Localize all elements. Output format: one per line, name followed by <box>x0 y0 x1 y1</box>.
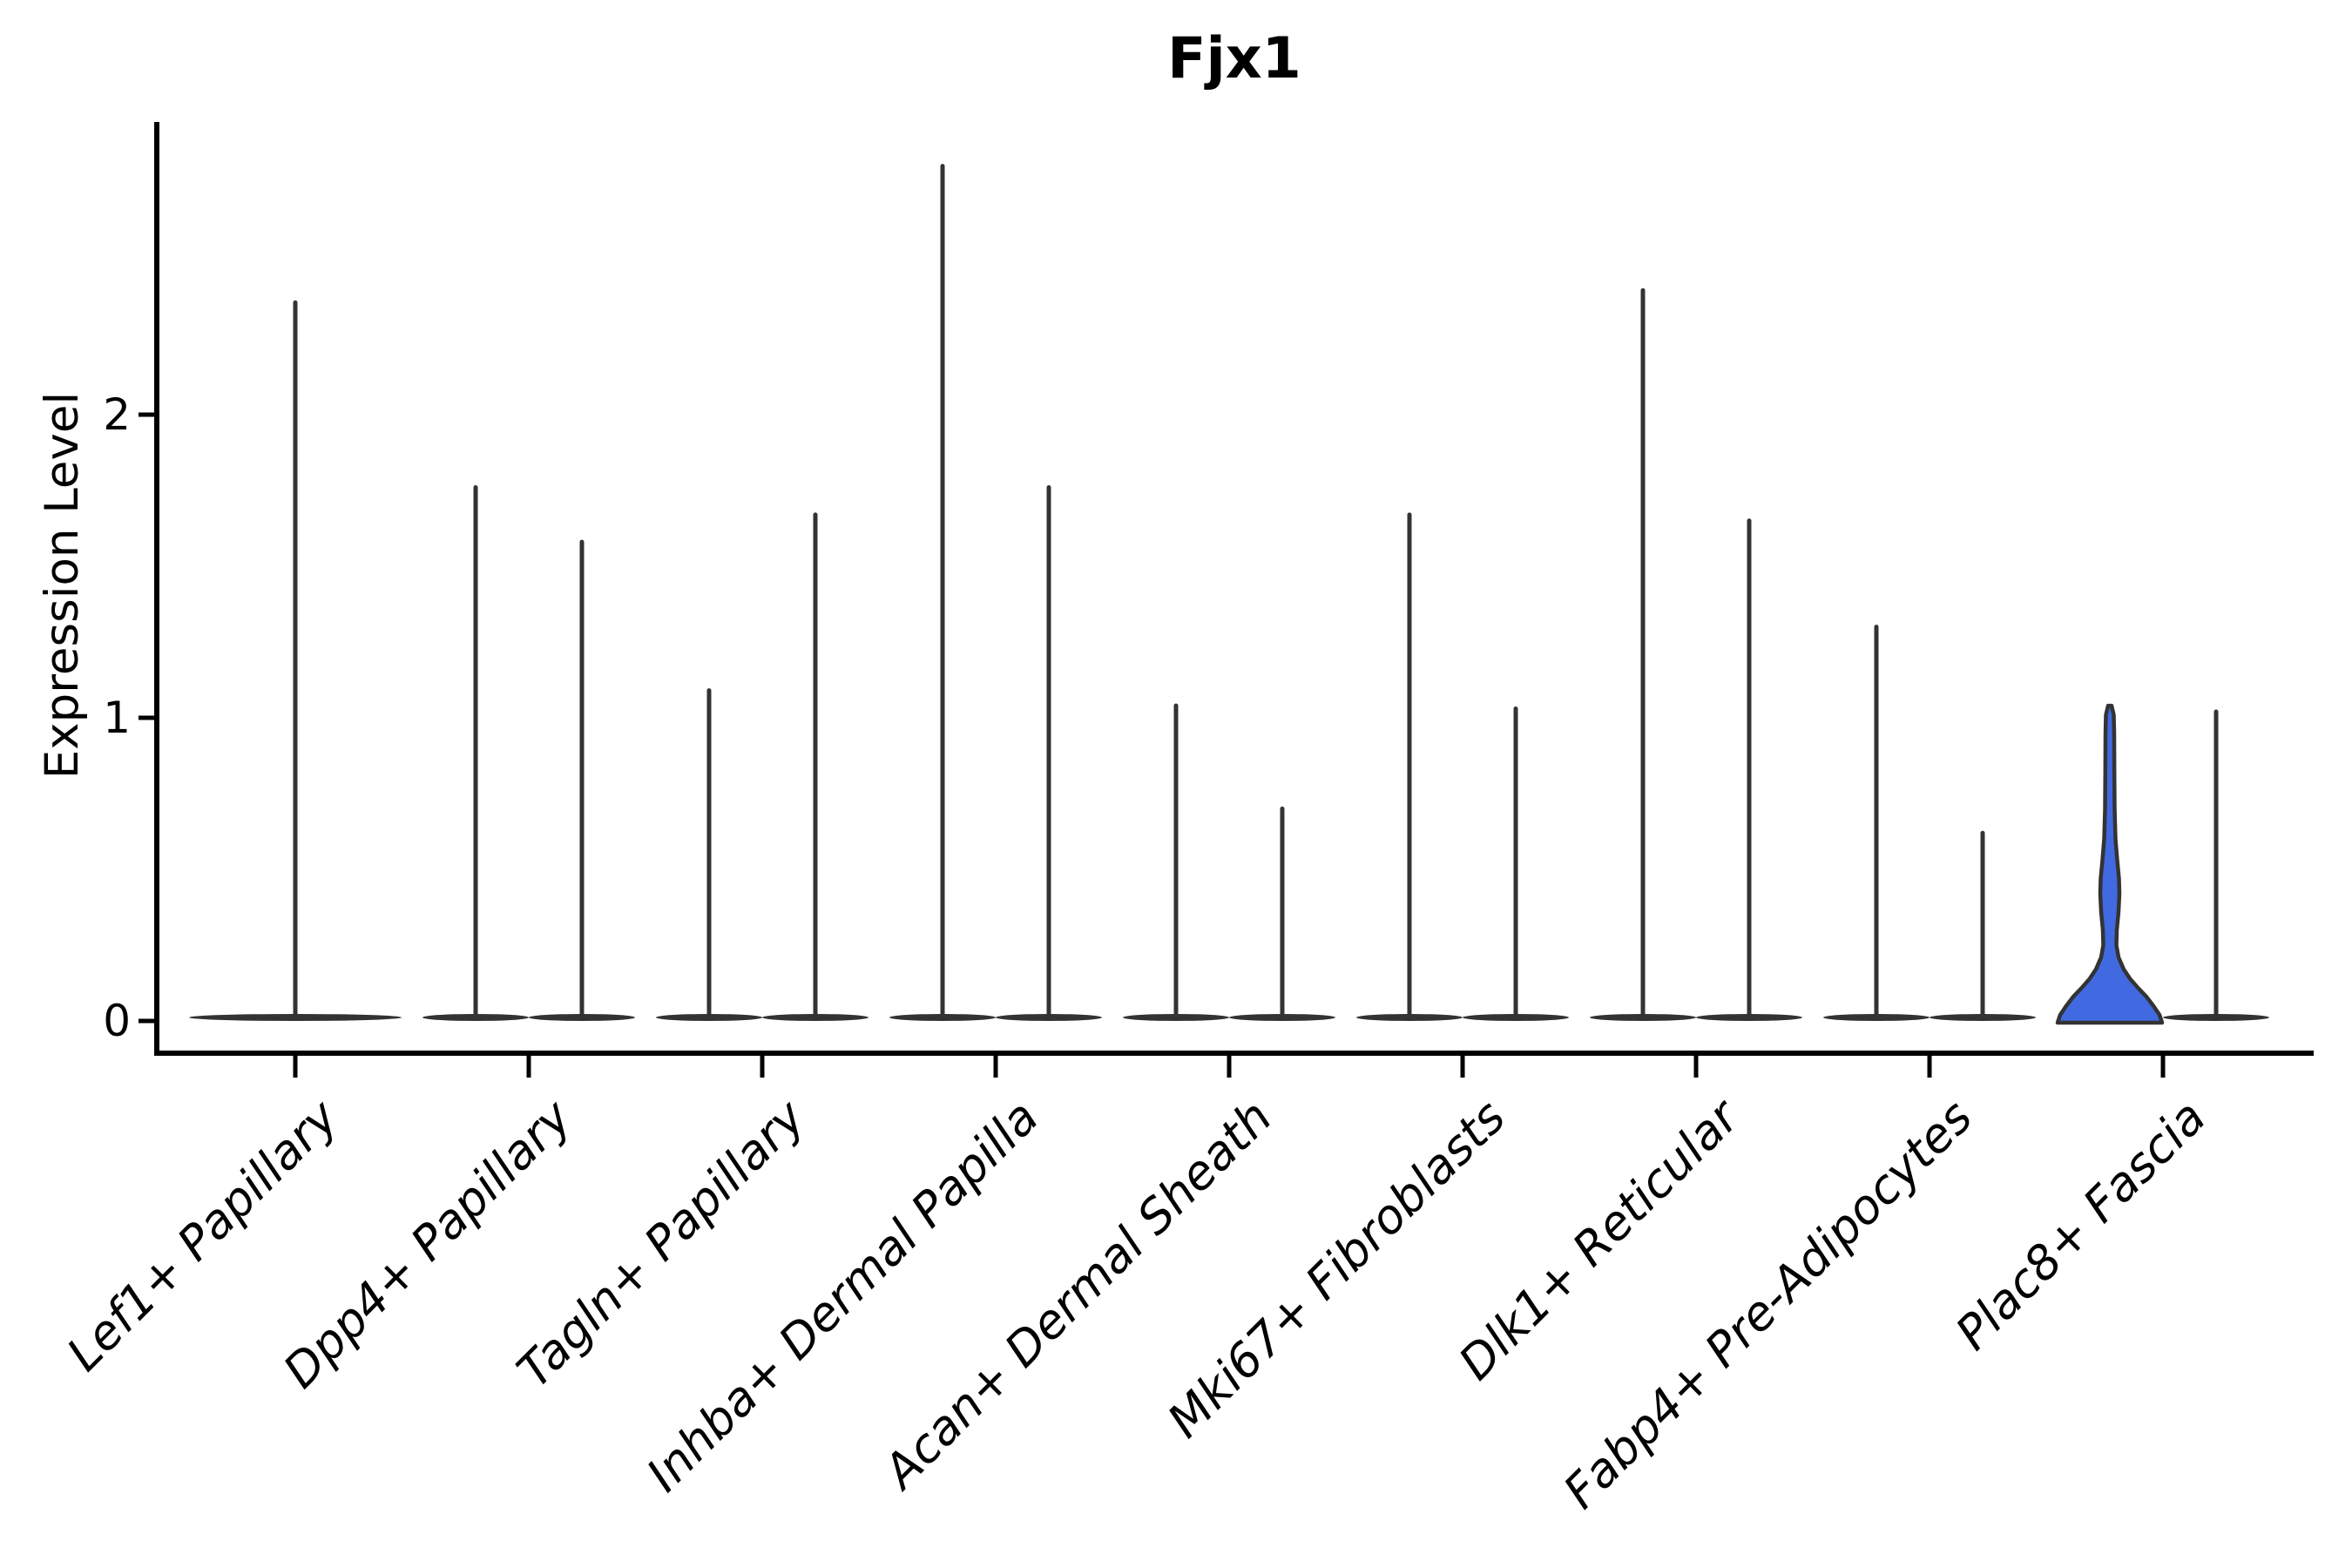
y-tick-mark <box>139 1018 154 1024</box>
x-tick-mark <box>760 1056 765 1078</box>
x-axis-spine <box>154 1051 2314 1056</box>
y-tick-mark <box>139 412 154 417</box>
chart-title: Fjx1 <box>1167 26 1301 91</box>
x-tick-mark <box>1227 1056 1232 1078</box>
violin-density-filled <box>2055 703 2165 1025</box>
x-tick-mark <box>293 1056 298 1078</box>
x-tick-mark <box>1460 1056 1465 1078</box>
y-tick-mark <box>139 715 154 720</box>
y-tick-label: 1 <box>103 693 131 743</box>
y-tick-label: 0 <box>103 996 131 1046</box>
x-tick-mark <box>1693 1056 1699 1078</box>
x-tick-mark <box>526 1056 531 1078</box>
x-tick-mark <box>1927 1056 1932 1078</box>
x-tick-mark <box>2160 1056 2166 1078</box>
y-tick-label: 2 <box>103 389 131 440</box>
y-axis-spine <box>154 122 159 1056</box>
x-tick-mark <box>993 1056 998 1078</box>
